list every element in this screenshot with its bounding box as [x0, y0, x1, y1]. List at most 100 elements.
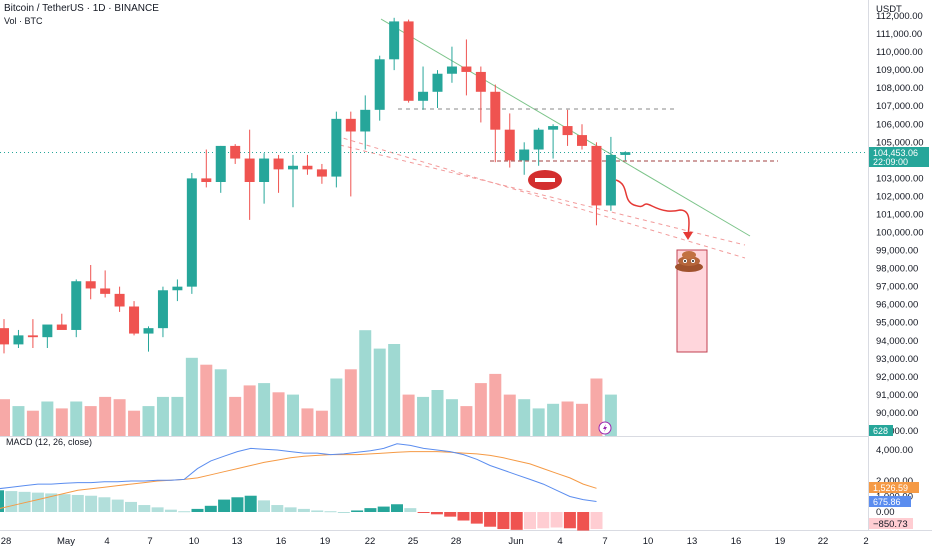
candle-body	[475, 71, 486, 92]
macd-hist-bar	[457, 512, 470, 521]
no-entry-icon[interactable]	[528, 170, 562, 190]
volume-bar	[26, 410, 39, 436]
candle-body	[577, 135, 587, 146]
mid-channel-line[interactable]	[339, 144, 746, 246]
candle-body	[504, 129, 515, 161]
candle-body	[129, 306, 140, 334]
pile-of-poo-icon[interactable]	[675, 251, 703, 272]
volume-bar	[70, 401, 83, 436]
price-tick-label: 96,000.00	[876, 300, 918, 311]
candle-body	[605, 154, 616, 206]
lower-channel-line[interactable]	[335, 135, 746, 259]
macd-hist-bar	[324, 511, 337, 513]
macd-hist-bar	[31, 492, 44, 512]
candle-body	[331, 118, 342, 177]
volume-bar	[445, 399, 458, 436]
macd-hist-bar	[497, 512, 510, 530]
volume-legend[interactable]: Vol · BTC	[4, 16, 43, 26]
price-tick-label: 99,000.00	[876, 246, 918, 257]
candle-body	[591, 145, 602, 206]
time-tick-label: 4	[104, 536, 109, 547]
volume-bar	[128, 410, 141, 436]
candle-body	[186, 178, 197, 287]
candle-body	[244, 158, 255, 182]
candle-body	[490, 91, 501, 130]
macd-hist-bar	[244, 495, 257, 512]
macd-hist-bar	[111, 499, 124, 512]
volume-bar	[0, 399, 10, 436]
candle-body	[0, 328, 9, 345]
time-tick-label: 16	[731, 536, 742, 547]
last-price-value: 104,453.06	[873, 148, 918, 158]
candle-body	[316, 169, 327, 177]
symbol-title[interactable]: Bitcoin / TetherUS · 1D · BINANCE	[4, 3, 159, 14]
macd-hist-bar	[204, 505, 217, 512]
candle-body	[446, 66, 457, 74]
candle-body	[215, 145, 226, 182]
candle-body	[374, 59, 385, 110]
volume-bar	[388, 344, 401, 436]
candle-body	[620, 152, 631, 155]
candle-body	[259, 158, 270, 182]
volume-bar	[547, 403, 560, 436]
volume-bar	[214, 369, 227, 436]
macd-hist-bar	[484, 512, 497, 527]
volume-bar	[12, 406, 25, 436]
lightning-icon[interactable]	[598, 421, 612, 435]
forecast-arrowhead	[683, 232, 693, 240]
candle-body	[562, 126, 573, 136]
candle-body	[172, 286, 183, 291]
macd-hist-bar	[178, 511, 191, 513]
macd-hist-bar	[524, 512, 536, 530]
volume-bars	[0, 330, 617, 436]
macd-line-tag: 675.86	[869, 496, 911, 507]
volume-tag-value: 628	[873, 426, 888, 436]
price-tick-label: 109,000.00	[876, 65, 924, 76]
volume-bar	[229, 396, 242, 436]
time-tick-label: 2	[863, 536, 868, 547]
volume-bar	[287, 394, 299, 436]
volume-bar	[460, 406, 473, 436]
volume-bar	[532, 408, 545, 436]
macd-hist-bar	[0, 490, 4, 512]
macd-hist-bar	[85, 495, 98, 512]
candle-body	[302, 165, 313, 170]
price-tick-label: 110,000.00	[876, 47, 923, 58]
volume-bar	[561, 401, 574, 436]
candle-body	[85, 281, 96, 289]
volume-bar	[417, 396, 430, 436]
macd-hist-bar	[284, 507, 297, 512]
candle-body	[42, 324, 53, 338]
macd-hist-bar	[138, 505, 151, 512]
candle-body	[143, 328, 154, 334]
volume-bar	[330, 378, 343, 436]
volume-bar	[431, 390, 444, 436]
macd-tick-label: 2,000.00	[876, 476, 913, 487]
macd-signal-line	[0, 451, 597, 509]
macd-hist-bar	[125, 501, 137, 512]
time-tick-label: 19	[320, 536, 331, 547]
price-axis-ticks[interactable]: 112,000.00 111,000.00 110,000.00 109,000.00…	[876, 11, 924, 437]
volume-bar	[489, 373, 502, 436]
macd-hist-value: −850.73	[873, 519, 908, 530]
macd-hist-bar	[151, 507, 164, 512]
time-axis-ticks[interactable]: 28 May 4 7 10 13 16 19 22 25 28 Jun 4 7 10 13 16 19 22 2	[1, 536, 869, 547]
volume-bar	[55, 408, 68, 436]
candle-body	[548, 126, 559, 130]
candle-body	[114, 293, 125, 307]
time-tick-label: 16	[276, 536, 287, 547]
candle-body	[27, 335, 38, 338]
price-tick-label: 91,000.00	[876, 390, 918, 401]
price-tick-label: 100,000.00	[876, 228, 924, 239]
price-tick-label: 93,000.00	[876, 354, 918, 365]
volume-bar	[243, 385, 256, 436]
macd-hist-bar	[191, 508, 204, 512]
volume-bar	[359, 330, 372, 436]
macd-hist-bar	[45, 493, 58, 512]
forecast-path[interactable]	[615, 179, 690, 237]
volume-bar	[272, 392, 285, 436]
macd-legend[interactable]: MACD (12, 26, close)	[6, 437, 92, 447]
macd-hist-bar	[563, 512, 576, 529]
